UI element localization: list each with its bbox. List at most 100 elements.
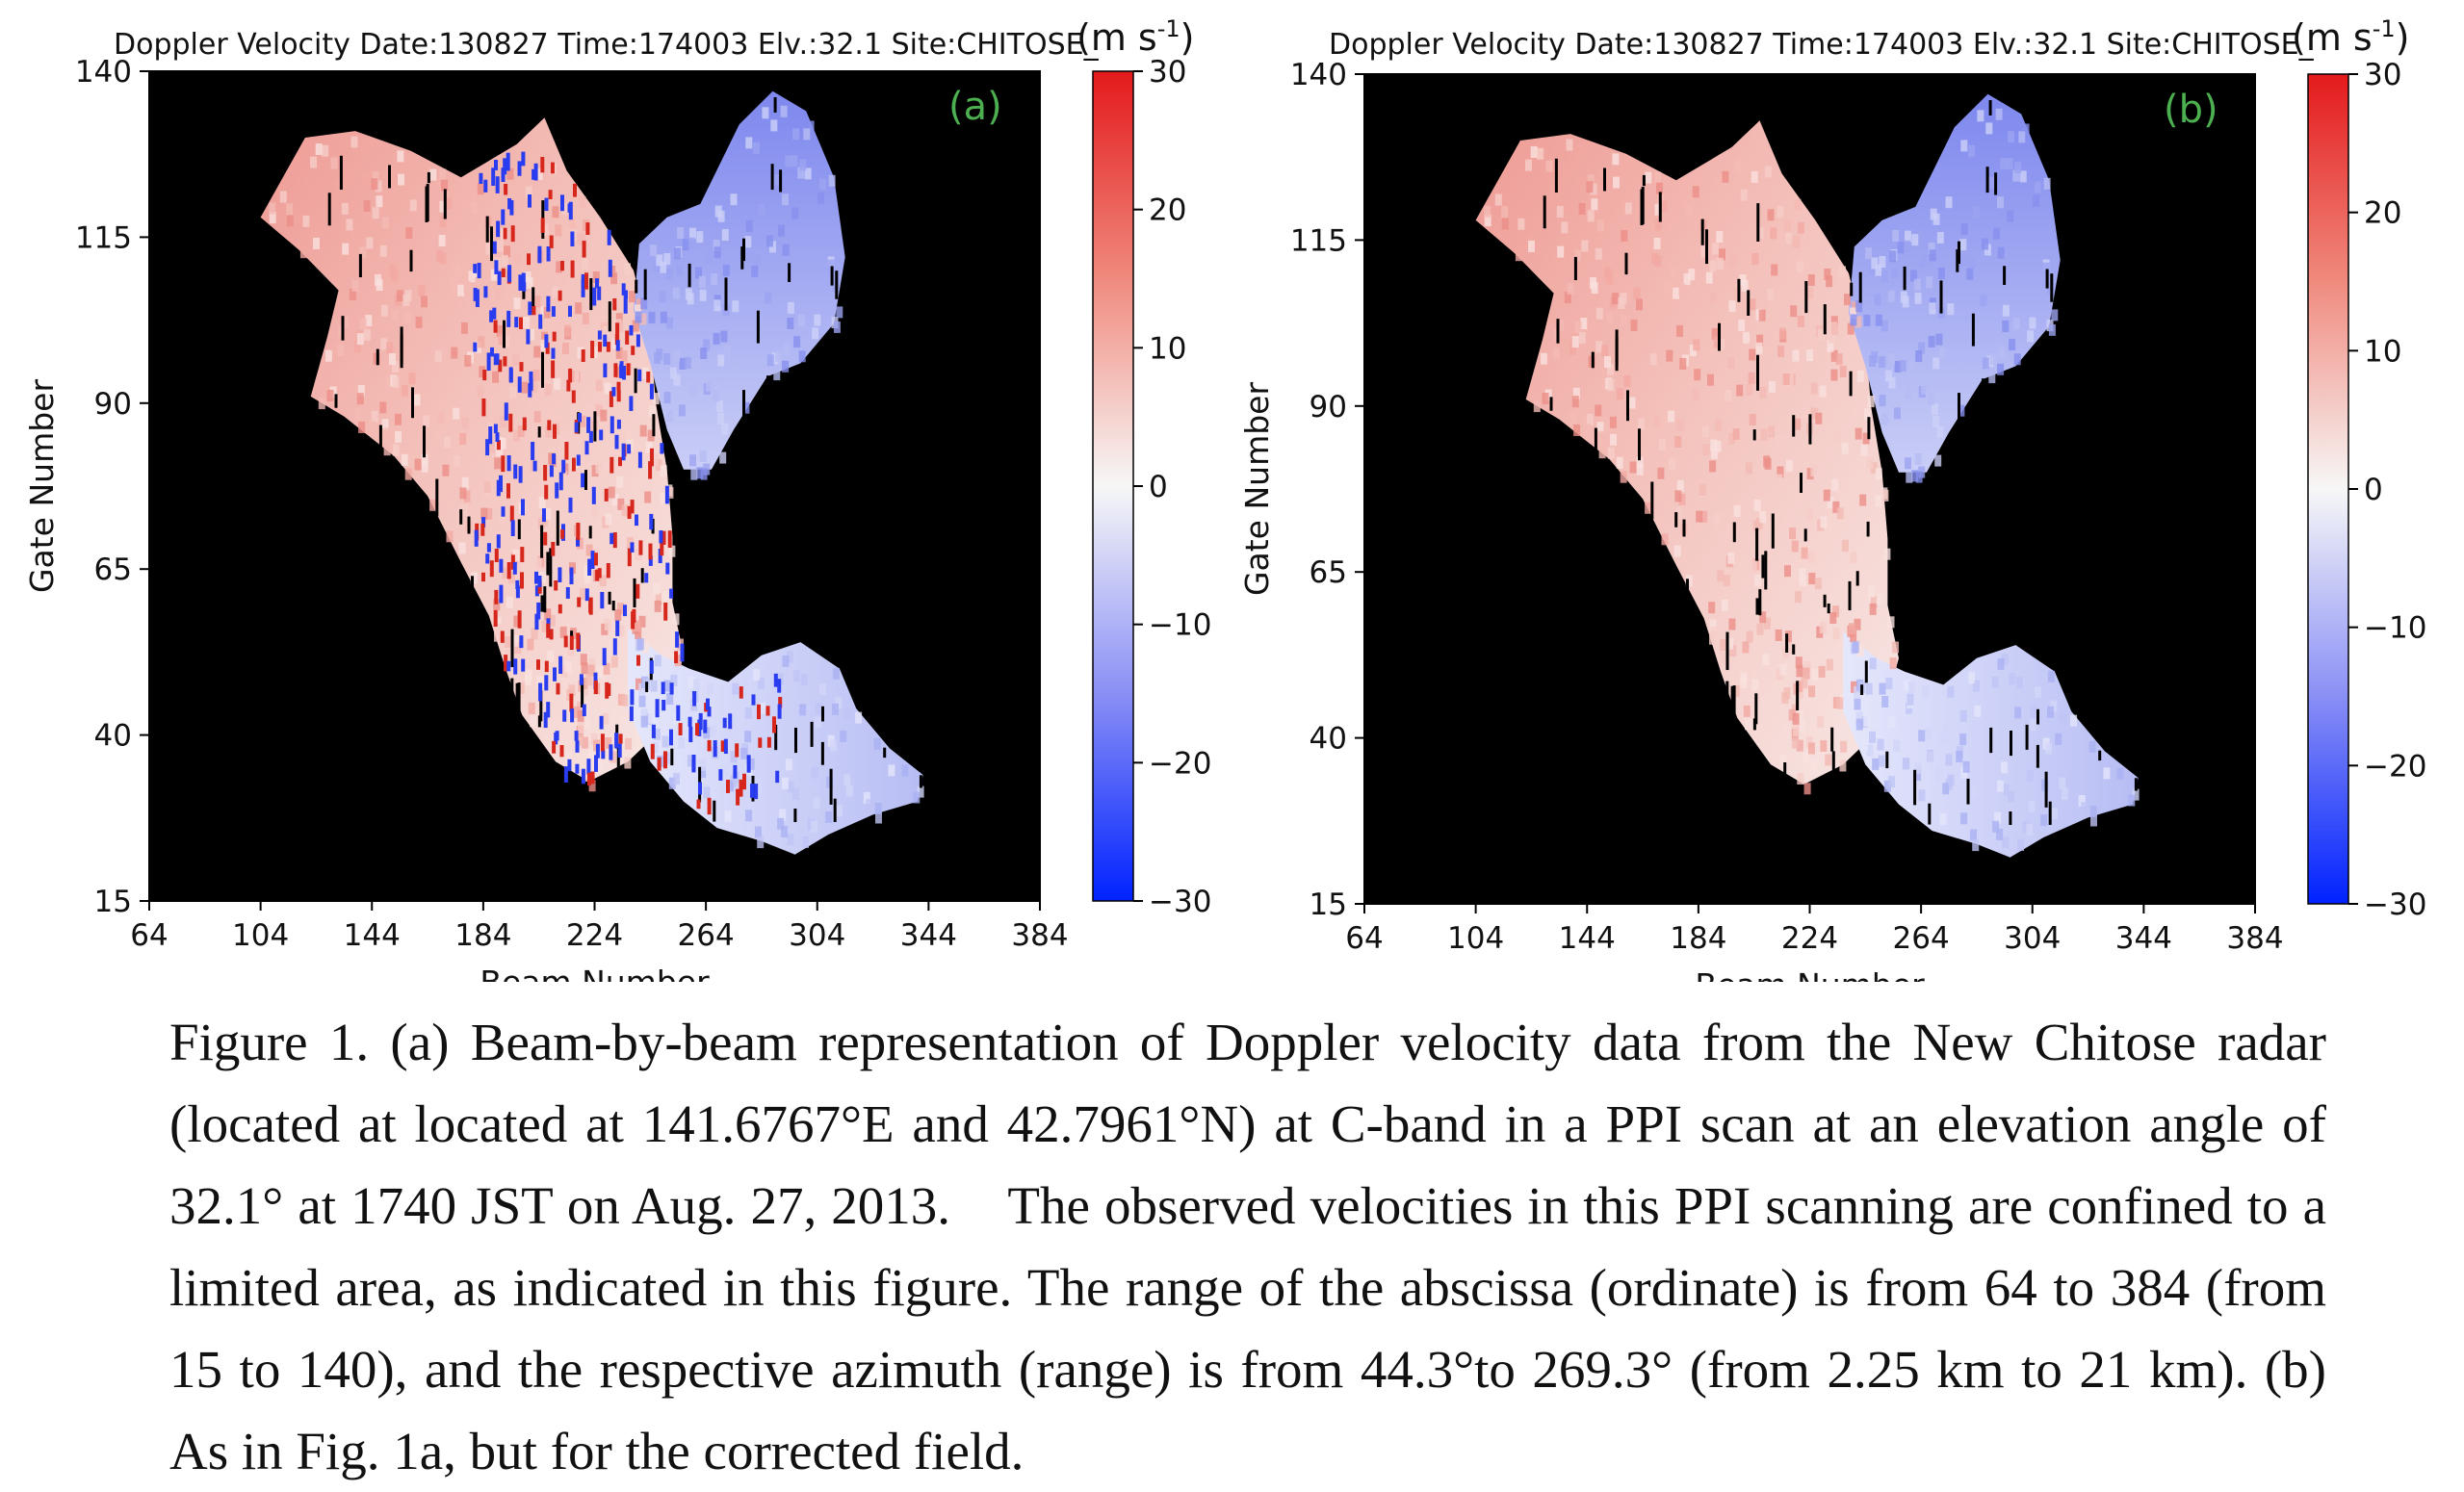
texture-pixel — [577, 709, 584, 722]
noise-pixel — [517, 610, 522, 629]
noise-pixel — [726, 780, 730, 793]
texture-pixel — [1852, 301, 1858, 314]
texture-pixel — [704, 252, 712, 265]
texture-pixel — [1501, 218, 1509, 230]
noise-pixel — [569, 567, 574, 585]
noise-pixel — [494, 160, 498, 170]
texture-pixel — [1807, 552, 1815, 563]
texture-pixel — [1751, 253, 1759, 265]
texture-pixel — [1870, 462, 1878, 475]
texture-pixel — [699, 450, 707, 462]
texture-pixel — [517, 425, 525, 437]
texture-pixel — [1926, 375, 1933, 388]
texture-pixel — [641, 641, 649, 654]
colorbar-tick-label: 30 — [1149, 55, 1186, 90]
noise-pixel — [610, 416, 614, 434]
texture-pixel — [797, 315, 805, 326]
texture-pixel — [350, 136, 358, 148]
texture-pixel — [610, 272, 618, 285]
texture-pixel — [2030, 706, 2037, 718]
noise-pixel — [485, 439, 490, 456]
noise-pixel — [576, 523, 581, 540]
texture-pixel — [1881, 489, 1889, 502]
texture-pixel — [1803, 783, 1811, 795]
texture-pixel — [375, 273, 381, 286]
texture-pixel — [337, 345, 345, 356]
missing-streak — [1638, 428, 1641, 461]
texture-pixel — [1929, 249, 1936, 262]
texture-pixel — [815, 703, 822, 715]
texture-pixel — [479, 366, 486, 378]
texture-pixel — [588, 780, 596, 792]
texture-pixel — [663, 680, 671, 692]
noise-pixel — [537, 245, 542, 264]
texture-pixel — [1996, 780, 2004, 792]
noise-pixel — [597, 330, 602, 340]
texture-pixel — [1791, 235, 1799, 247]
texture-pixel — [2000, 158, 2008, 170]
texture-pixel — [1727, 357, 1735, 370]
texture-pixel — [1785, 459, 1793, 472]
texture-pixel — [684, 357, 691, 370]
texture-pixel — [1876, 593, 1883, 605]
y-tick-label: 115 — [75, 220, 132, 255]
noise-pixel — [658, 549, 662, 564]
texture-pixel — [459, 433, 467, 445]
texture-pixel — [610, 656, 618, 668]
texture-pixel — [1716, 257, 1724, 270]
texture-pixel — [753, 253, 761, 266]
texture-pixel — [2018, 131, 2026, 143]
noise-pixel — [534, 585, 539, 597]
texture-pixel — [2001, 654, 2009, 666]
noise-pixel — [626, 363, 631, 375]
texture-pixel — [2055, 733, 2062, 745]
noise-pixel — [660, 542, 664, 556]
texture-pixel — [663, 253, 671, 265]
texture-pixel — [713, 299, 721, 312]
missing-streak — [1624, 252, 1628, 275]
texture-pixel — [1819, 385, 1827, 398]
missing-streak — [1989, 727, 1993, 754]
texture-pixel — [1872, 758, 1880, 770]
texture-pixel — [1810, 465, 1818, 476]
texture-pixel — [703, 786, 711, 799]
noise-pixel — [546, 296, 551, 312]
texture-pixel — [1803, 751, 1810, 763]
noise-pixel — [667, 530, 672, 549]
texture-pixel — [836, 306, 843, 319]
missing-streak — [589, 278, 593, 311]
texture-pixel — [1586, 414, 1594, 425]
texture-pixel — [1636, 456, 1644, 469]
texture-pixel — [1746, 383, 1753, 396]
texture-pixel — [1818, 665, 1826, 678]
missing-streak — [1966, 779, 1970, 805]
texture-pixel — [536, 676, 544, 688]
texture-pixel — [1586, 181, 1594, 193]
texture-pixel — [1960, 140, 1968, 152]
noise-pixel — [568, 305, 572, 318]
texture-pixel — [477, 385, 484, 398]
texture-pixel — [655, 459, 662, 472]
texture-pixel — [1726, 637, 1734, 650]
texture-pixel — [395, 430, 402, 443]
texture-pixel — [494, 288, 502, 300]
x-tick-label: 304 — [2004, 921, 2061, 956]
texture-pixel — [365, 315, 373, 327]
missing-streak — [1804, 281, 1808, 314]
missing-streak — [1725, 631, 1729, 671]
texture-pixel — [1598, 447, 1606, 459]
texture-pixel — [1571, 396, 1579, 408]
texture-pixel — [552, 496, 558, 508]
texture-pixel — [817, 192, 824, 204]
texture-pixel — [1932, 357, 1940, 370]
texture-pixel — [596, 666, 604, 679]
texture-pixel — [1897, 242, 1905, 254]
texture-pixel — [461, 416, 469, 428]
texture-pixel — [1991, 676, 1999, 688]
texture-pixel — [1756, 334, 1764, 347]
noise-pixel — [499, 475, 503, 493]
texture-pixel — [755, 784, 763, 795]
texture-pixel — [1938, 733, 1946, 745]
noise-pixel — [675, 631, 680, 648]
texture-pixel — [687, 755, 694, 767]
